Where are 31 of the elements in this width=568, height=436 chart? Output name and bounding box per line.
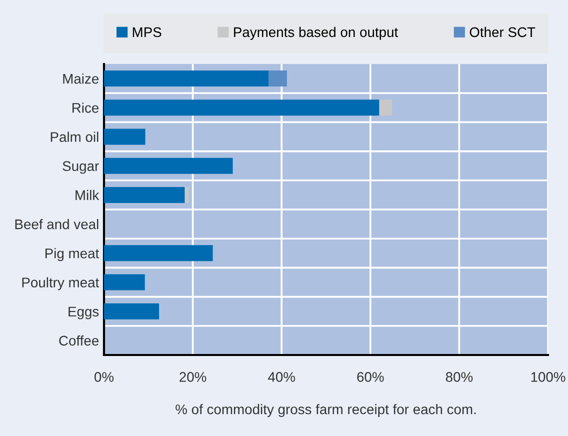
y-tick-label: Coffee (59, 335, 99, 346)
bar (104, 245, 213, 262)
y-tick-label: Maize (63, 74, 99, 84)
bar (104, 158, 233, 174)
bar (104, 70, 269, 87)
y-tick-label: Rice (72, 102, 99, 113)
y-tick-label: Milk (76, 190, 100, 200)
x-tick-label: 40% (268, 372, 296, 382)
y-tick-label: Sugar (62, 161, 99, 174)
x-tick-label: 100% (531, 372, 566, 382)
bar (104, 100, 380, 116)
bar (104, 186, 185, 203)
legend-label: MPS (132, 27, 162, 38)
y-tick-label: Poultry meat (22, 277, 100, 290)
bar (104, 274, 145, 290)
bar (104, 303, 160, 320)
bar (184, 186, 189, 203)
bar (104, 128, 146, 145)
y-tick-label: Palm oil (50, 132, 98, 142)
legend-label: Other SCT (470, 26, 536, 38)
x-tick-label: 20% (180, 372, 206, 382)
x-tick-label: 0% (94, 372, 114, 382)
x-tick-label: 60% (357, 372, 384, 382)
x-axis-title: % of commodity gross farm receipt for each com. (176, 404, 476, 418)
y-tick-label: Eggs (68, 306, 99, 320)
x-tick-label: 80% (446, 372, 473, 382)
y-tick-label: Pig meat (45, 248, 100, 262)
y-tick-label: Beef and veal (15, 219, 98, 230)
bar (268, 70, 287, 87)
bar (379, 100, 392, 116)
legend-label: Payments based on output (234, 26, 398, 40)
